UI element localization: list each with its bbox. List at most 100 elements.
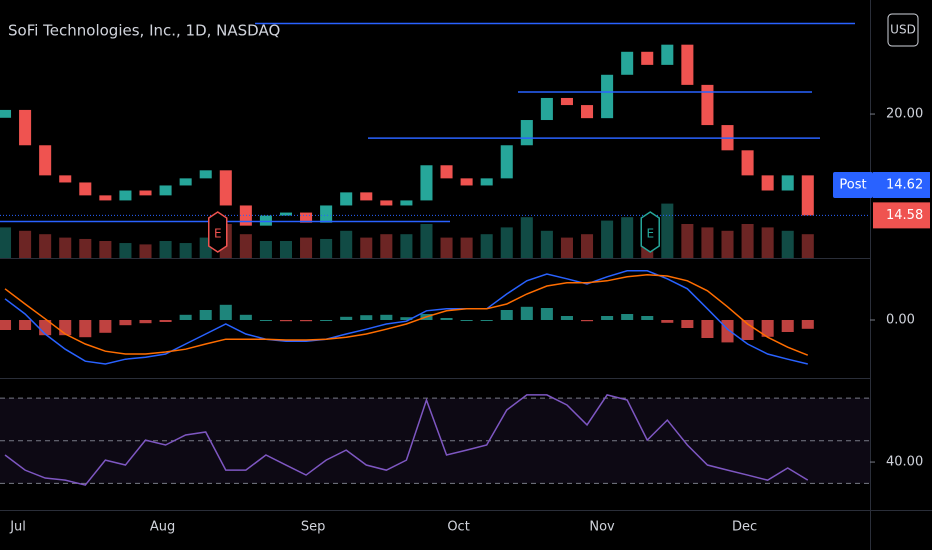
- histogram-bar: [259, 320, 272, 321]
- candle-body: [661, 44, 674, 65]
- volume-bar: [500, 227, 513, 258]
- volume-bar: [741, 224, 754, 258]
- post-price-box: [873, 172, 930, 198]
- x-tick-label: Oct: [447, 520, 469, 535]
- volume-bar: [119, 243, 132, 258]
- candle-body: [199, 170, 212, 179]
- histogram-bar: [721, 320, 734, 343]
- rsi-line: [4, 394, 809, 486]
- histogram-bar: [400, 317, 413, 320]
- histogram-bar: [380, 314, 393, 320]
- histogram-bar: [219, 304, 232, 320]
- histogram-bar: [0, 320, 12, 330]
- y-tick-label: 40.00: [886, 455, 923, 470]
- candle-body: [159, 185, 172, 196]
- histogram-bar: [681, 320, 694, 328]
- x-tick-label: Nov: [589, 520, 615, 535]
- histogram-bar: [641, 316, 654, 320]
- histogram-bar: [279, 320, 293, 322]
- volume-bar: [681, 224, 694, 258]
- histogram-bar: [741, 320, 754, 340]
- volume-bar: [480, 234, 493, 258]
- volume-bar: [781, 230, 794, 258]
- candle-body: [119, 190, 132, 201]
- histogram-bar: [139, 320, 152, 324]
- volume-bar: [581, 234, 594, 258]
- volume-bar: [400, 234, 413, 258]
- post-label: Post: [839, 178, 866, 193]
- histogram-bar: [159, 320, 172, 322]
- volume-bar: [0, 227, 12, 258]
- candle-body: [781, 175, 794, 191]
- histogram-bar: [661, 320, 674, 323]
- candle-body: [400, 200, 413, 206]
- candle-body: [601, 74, 614, 119]
- post-price: 14.62: [886, 178, 923, 193]
- currency-box[interactable]: [887, 13, 919, 47]
- histogram-bar: [440, 318, 453, 320]
- volume-bar: [560, 237, 573, 258]
- candle-body: [560, 97, 573, 106]
- post-box: [833, 172, 873, 198]
- histogram-bar: [199, 310, 212, 320]
- histogram-bar: [19, 320, 32, 330]
- histogram-bar: [520, 306, 533, 320]
- volume-bar: [460, 237, 473, 258]
- volume-bar: [59, 237, 72, 258]
- volume-bar: [721, 230, 734, 258]
- candle-body: [460, 178, 473, 186]
- volume-bar: [440, 237, 453, 258]
- volume-bar: [79, 238, 92, 258]
- histogram-bar: [460, 320, 473, 321]
- histogram-bar: [119, 320, 132, 326]
- earnings-label: E: [214, 227, 222, 241]
- candle-body: [701, 84, 714, 126]
- histogram-bar: [340, 316, 353, 320]
- x-tick-label: Aug: [150, 520, 175, 535]
- histogram-bar: [179, 314, 192, 320]
- candle-body: [480, 178, 493, 186]
- x-tick-label: Dec: [732, 520, 757, 535]
- candle-body: [621, 51, 634, 75]
- candle-body: [99, 195, 112, 201]
- volume-bar: [801, 234, 814, 258]
- volume-bar: [360, 237, 373, 258]
- volume-bar: [540, 230, 553, 258]
- candle-body: [520, 120, 533, 146]
- candle-body: [59, 175, 72, 183]
- earnings-marker: [208, 211, 228, 253]
- histogram-bar: [480, 320, 493, 321]
- x-tick-label: Sep: [301, 520, 326, 535]
- candle-body: [801, 175, 814, 216]
- candle-body: [279, 212, 293, 216]
- histogram-bar: [79, 320, 92, 338]
- candle-body: [0, 109, 12, 118]
- x-tick-label: Jul: [9, 520, 26, 535]
- candle-body: [259, 215, 272, 226]
- histogram-bar: [500, 310, 513, 320]
- candle-body: [139, 190, 152, 196]
- candle-body: [219, 170, 232, 206]
- earnings-marker: [640, 211, 660, 253]
- candle-body: [440, 165, 453, 179]
- candle-body: [19, 109, 32, 146]
- signal-line: [4, 274, 809, 356]
- volume-bar: [99, 241, 112, 258]
- currency[interactable]: USD: [890, 23, 916, 37]
- volume-bar: [279, 241, 293, 258]
- chart-title: SoFi Technologies, Inc., 1D, NASDAQ: [8, 22, 280, 40]
- volume-bar: [621, 217, 634, 258]
- histogram-bar: [581, 320, 594, 322]
- volume-bar: [39, 234, 52, 258]
- volume-bar: [420, 224, 433, 258]
- histogram-bar: [300, 320, 313, 322]
- volume-bar: [601, 220, 614, 258]
- volume-bar: [340, 230, 353, 258]
- volume-bar: [259, 241, 272, 258]
- volume-bar: [300, 237, 313, 258]
- candle-body: [360, 192, 373, 201]
- candle-body: [239, 205, 252, 226]
- y-tick-label: 20.00: [886, 107, 923, 122]
- candle-body: [380, 200, 393, 206]
